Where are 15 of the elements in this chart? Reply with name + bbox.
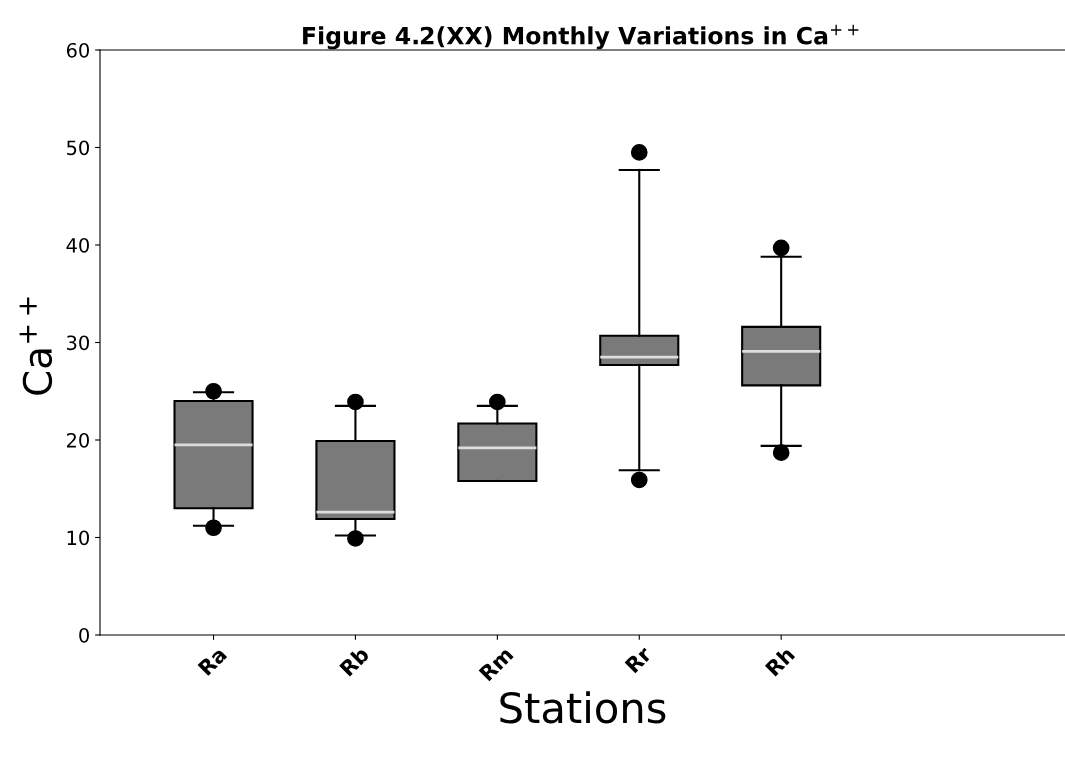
x-tick-label: Rm xyxy=(478,646,514,682)
x-tick-label: Rh xyxy=(764,645,796,677)
x-tick-label: Rb xyxy=(338,645,370,677)
chart-title: Figure 4.2(XX) Monthly Variations in Ca$^{++}$ xyxy=(303,24,859,50)
y-tick-label: 60 xyxy=(66,42,89,58)
y-tick-label: 30 xyxy=(67,335,89,351)
x-axis-title: Stations xyxy=(500,691,666,724)
y-tick-label: 20 xyxy=(66,432,89,448)
y-tick-label: 50 xyxy=(67,140,89,156)
x-tick-label: Rr xyxy=(624,645,653,674)
x-tick-label: Ra xyxy=(197,646,228,677)
y-axis-title: Ca$^{++}$ xyxy=(19,297,53,395)
y-tick-label: 0 xyxy=(79,627,89,643)
y-tick-label: 40 xyxy=(66,237,89,253)
y-tick-label: 10 xyxy=(67,530,89,546)
